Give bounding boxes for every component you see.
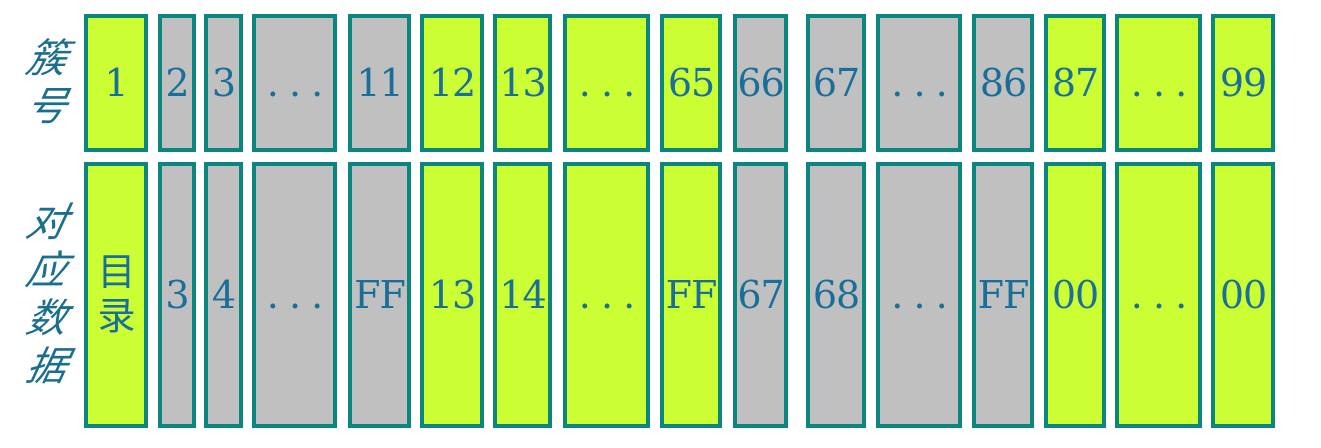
cluster-data-cell: . . .	[1115, 162, 1202, 428]
cell-text: . . .	[266, 61, 323, 105]
cell-text: . . .	[891, 273, 947, 317]
cluster-number-cell: 1	[84, 14, 148, 152]
cell-text: 00	[1219, 273, 1267, 317]
cluster-number-cell: . . .	[1115, 14, 1202, 152]
cell-text: FF	[977, 273, 1030, 317]
label-char: 簇	[22, 36, 72, 82]
cluster-number-label: 簇 号	[14, 14, 80, 152]
cluster-data-cell: 68	[806, 162, 866, 428]
cell-text: FF	[354, 273, 406, 317]
cell-text: 13	[499, 61, 546, 105]
label-char: 应	[22, 248, 72, 294]
cell-text: 67	[737, 273, 784, 317]
cluster-number-cell: . . .	[563, 14, 650, 152]
cell-text: 2	[165, 61, 189, 105]
cell-text: 99	[1219, 61, 1267, 105]
cell-text: FF	[665, 273, 718, 317]
cell-text: 66	[737, 61, 784, 105]
cluster-data-cell: 67	[733, 162, 788, 428]
cell-text: 14	[499, 273, 546, 317]
cluster-data-cell: 14	[493, 162, 552, 428]
cell-text: 86	[979, 61, 1027, 105]
cell-text: 12	[428, 61, 476, 105]
cell-text: 67	[812, 61, 860, 105]
cluster-number-cell: 3	[204, 14, 243, 152]
cluster-data-cell: FF	[348, 162, 411, 428]
cluster-data-cell: . . .	[252, 162, 337, 428]
cluster-data-cell: FF	[972, 162, 1034, 428]
cluster-number-cell: 87	[1044, 14, 1106, 152]
label-char: 号	[22, 84, 72, 130]
cluster-number-cell: 13	[493, 14, 552, 152]
cell-text: . . .	[578, 61, 635, 105]
cell-text: . . .	[578, 273, 635, 317]
cluster-data-cell: 00	[1211, 162, 1275, 428]
label-char: 据	[22, 344, 72, 390]
cluster-number-cell: 65	[660, 14, 722, 152]
cell-text: 13	[428, 273, 476, 317]
cluster-number-cell: . . .	[876, 14, 962, 152]
cell-text: 4	[211, 273, 236, 317]
cluster-number-cell: 86	[972, 14, 1034, 152]
cell-text: . . .	[1130, 61, 1187, 105]
cluster-data-cell: . . .	[563, 162, 650, 428]
cell-text: 65	[667, 61, 715, 105]
cluster-data-cell: 3	[158, 162, 196, 428]
cell-text: . . .	[266, 273, 323, 317]
cell-text: 1	[104, 61, 128, 105]
cluster-data-cell: 4	[204, 162, 243, 428]
cluster-data-cell: FF	[660, 162, 722, 428]
cell-text: . . .	[1130, 273, 1187, 317]
cluster-data-cell: 00	[1044, 162, 1106, 428]
cluster-number-cell: . . .	[252, 14, 337, 152]
cell-text: . . .	[891, 61, 947, 105]
cluster-number-cell: 12	[420, 14, 484, 152]
cell-text: 68	[812, 273, 860, 317]
cluster-data-cell: 目录	[84, 162, 148, 428]
corresponding-data-label: 对 应 数 据	[14, 162, 80, 428]
cell-text: 3	[165, 273, 189, 317]
cell-text: 87	[1051, 61, 1099, 105]
cluster-data-cell: 13	[420, 162, 484, 428]
cluster-number-cell: 2	[158, 14, 196, 152]
cell-text: 00	[1051, 273, 1099, 317]
cell-text: 11	[356, 61, 403, 105]
cluster-data-cell: . . .	[876, 162, 962, 428]
label-char: 对	[22, 200, 72, 246]
cluster-number-cell: 11	[348, 14, 411, 152]
cluster-number-cell: 67	[806, 14, 866, 152]
cluster-number-cell: 66	[733, 14, 788, 152]
cell-text: 3	[211, 61, 236, 105]
cell-text: 目录	[97, 250, 135, 338]
label-char: 数	[22, 296, 72, 342]
cluster-number-cell: 99	[1211, 14, 1275, 152]
